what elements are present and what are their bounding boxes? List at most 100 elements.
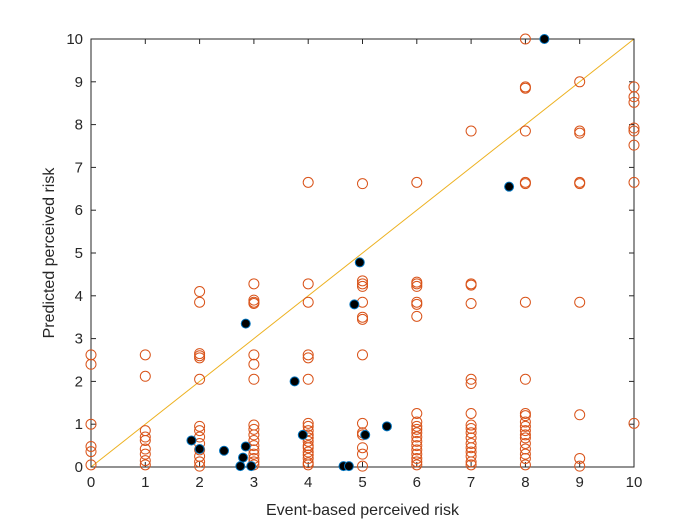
data-point-open xyxy=(519,82,531,94)
data-point-filled xyxy=(238,452,249,463)
data-point-open xyxy=(194,352,206,364)
data-point-open xyxy=(465,459,477,471)
y-tick-label: 10 xyxy=(66,31,83,48)
data-point-open xyxy=(465,298,477,310)
y-tick-label: 3 xyxy=(75,331,83,348)
data-point-open xyxy=(411,278,423,290)
y-ticks: 0 1 2 3 4 5 6 7 8 9 10 xyxy=(66,31,634,476)
data-point-open xyxy=(465,427,477,439)
x-tick-label: 7 xyxy=(467,474,475,491)
data-point-open xyxy=(85,358,97,370)
data-point-open xyxy=(248,298,260,310)
data-point-open xyxy=(465,419,477,431)
data-point-open xyxy=(628,139,640,151)
data-point-filled xyxy=(381,421,392,432)
x-axis-label: Event-based perceived risk xyxy=(266,502,460,519)
data-point-open xyxy=(411,456,423,468)
data-point-filled xyxy=(297,429,308,440)
y-axis-label: Predicted perceived risk xyxy=(41,167,58,339)
data-point-open xyxy=(248,429,260,441)
data-point-open xyxy=(85,446,97,458)
data-point-open xyxy=(248,448,260,460)
data-point-open xyxy=(465,422,477,434)
y-tick-label: 5 xyxy=(75,245,83,262)
data-point-open xyxy=(411,452,423,464)
data-point-open xyxy=(302,373,314,385)
data-point-filled xyxy=(343,461,354,472)
data-point-open xyxy=(139,349,151,361)
x-tick-label: 2 xyxy=(195,474,203,491)
data-point-open xyxy=(519,432,531,444)
data-point-open xyxy=(194,420,206,432)
data-point-open xyxy=(85,459,97,471)
data-point-open xyxy=(411,310,423,322)
data-point-filled xyxy=(289,376,300,387)
data-point-open xyxy=(519,296,531,308)
data-point-open xyxy=(357,442,368,454)
data-point-filled xyxy=(539,34,550,44)
y-tick-label: 8 xyxy=(75,117,83,134)
data-point-open xyxy=(519,452,531,464)
data-point-open xyxy=(519,420,531,432)
data-point-open xyxy=(302,349,314,361)
data-point-open xyxy=(628,417,640,429)
data-point-open xyxy=(357,349,368,361)
data-point-open xyxy=(411,408,423,419)
data-point-open xyxy=(519,429,531,441)
data-point-open xyxy=(411,416,423,428)
x-tick-label: 1 xyxy=(141,474,149,491)
data-point-open xyxy=(85,440,97,452)
data-point-open xyxy=(248,423,260,435)
y-tick-label: 0 xyxy=(75,459,83,476)
x-tick-label: 9 xyxy=(576,474,584,491)
data-point-open xyxy=(357,448,368,460)
data-point-open xyxy=(248,358,260,370)
data-point-open xyxy=(465,442,477,454)
data-point-open xyxy=(357,275,368,287)
data-point-open xyxy=(519,416,531,428)
y-tick-label: 7 xyxy=(75,159,83,176)
data-point-open xyxy=(519,443,531,455)
series-filled-circles xyxy=(186,34,550,472)
data-point-open xyxy=(411,448,423,460)
data-point-open xyxy=(519,410,531,422)
data-point-open xyxy=(139,448,151,460)
data-point-open xyxy=(411,459,423,471)
data-point-open xyxy=(194,460,206,472)
data-point-open xyxy=(465,373,477,385)
data-point-open xyxy=(411,280,423,292)
data-point-open xyxy=(194,296,206,308)
data-point-open xyxy=(248,373,260,385)
data-point-open xyxy=(519,459,531,471)
data-point-open xyxy=(411,431,423,443)
data-point-filled xyxy=(186,435,197,446)
data-point-open xyxy=(411,420,423,432)
data-point-open xyxy=(519,373,531,385)
data-point-open xyxy=(302,352,314,364)
data-point-open xyxy=(357,178,368,190)
x-tick-label: 8 xyxy=(521,474,529,491)
data-point-open xyxy=(139,443,151,455)
data-point-open xyxy=(139,370,151,382)
data-point-open xyxy=(357,460,368,472)
data-point-open xyxy=(194,456,206,468)
data-point-open xyxy=(465,450,477,462)
data-point-open xyxy=(139,431,151,443)
data-point-open xyxy=(302,296,314,308)
data-point-open xyxy=(465,456,477,468)
data-point-open xyxy=(465,408,477,419)
data-point-open xyxy=(248,349,260,361)
data-point-open xyxy=(302,435,314,447)
data-point-open xyxy=(519,437,531,449)
data-point-open xyxy=(302,442,314,454)
data-point-open xyxy=(411,440,423,452)
data-point-open xyxy=(628,96,640,108)
data-point-open xyxy=(411,444,423,456)
data-point-open xyxy=(357,313,368,325)
data-point-open xyxy=(302,446,314,458)
x-tick-label: 6 xyxy=(413,474,421,491)
data-point-filled xyxy=(194,444,205,455)
data-point-open xyxy=(139,459,151,471)
data-point-open xyxy=(357,280,368,292)
